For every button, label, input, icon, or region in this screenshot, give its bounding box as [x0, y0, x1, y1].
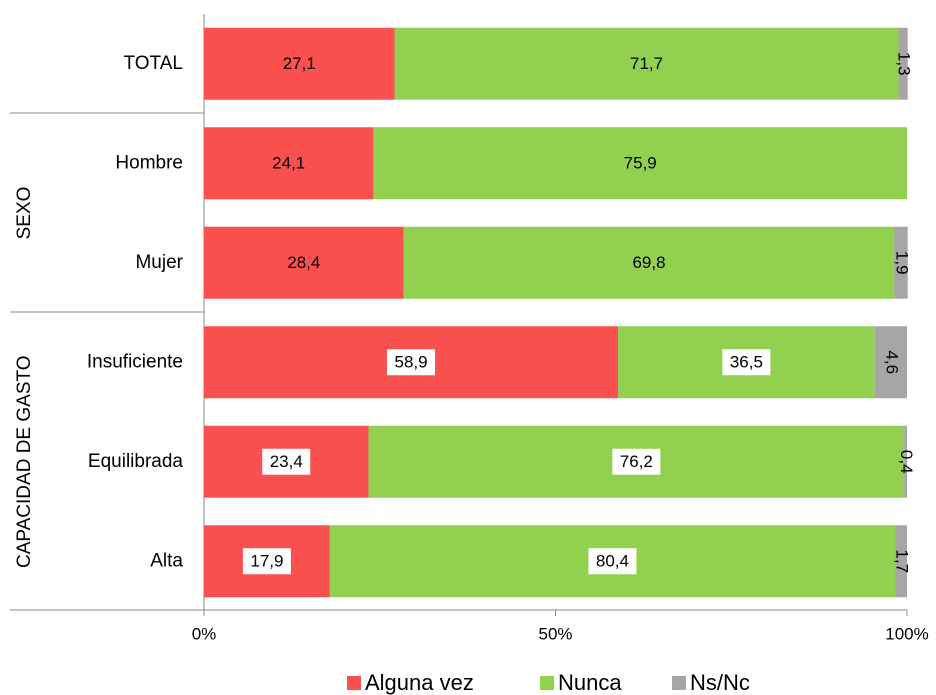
data-label: 24,1: [272, 154, 305, 173]
data-label: 71,7: [630, 54, 663, 73]
data-label: 17,9: [250, 552, 283, 571]
legend-marker: [672, 676, 686, 690]
data-label: 1,7: [893, 549, 912, 573]
label-background: [588, 548, 637, 575]
category-label: Insuficiente: [87, 351, 183, 372]
label-background: [722, 349, 771, 376]
data-label: 27,1: [283, 54, 316, 73]
data-label: 23,4: [270, 452, 303, 471]
legend-marker: [347, 676, 361, 690]
data-label: 0,4: [897, 450, 916, 474]
bar-segment: [904, 425, 907, 498]
category-label: TOTAL: [124, 53, 183, 74]
bar-segment: [204, 127, 374, 200]
data-label-box: 80,4: [588, 548, 637, 575]
legend-label: Nunca: [558, 670, 622, 695]
x-tick-label: 100%: [885, 624, 928, 643]
data-label: 58,9: [394, 353, 427, 372]
bar-segment: [373, 127, 908, 200]
bar-segment: [874, 326, 907, 399]
label-background: [242, 548, 291, 575]
data-label: 75,9: [624, 154, 657, 173]
data-label: 80,4: [596, 552, 629, 571]
data-label: 1,3: [895, 52, 914, 76]
data-label-box: 23,4: [262, 448, 311, 475]
bar-segment: [894, 226, 908, 299]
bar-segment: [204, 27, 395, 100]
legend-label: Alguna vez: [365, 670, 474, 695]
data-label-box: 17,9: [242, 548, 291, 575]
label-background: [262, 448, 311, 475]
data-label: 1,9: [893, 251, 912, 275]
bar-segment: [895, 525, 907, 598]
legend-marker: [540, 676, 554, 690]
group-label: CAPACIDAD DE GASTO: [14, 355, 35, 568]
label-background: [387, 349, 436, 376]
category-label: Equilibrada: [88, 451, 183, 472]
group-label: SEXO: [14, 187, 35, 240]
bar-segment: [403, 226, 895, 299]
x-tick-label: 0%: [192, 624, 217, 643]
data-label: 36,5: [730, 353, 763, 372]
data-label-box: 76,2: [612, 448, 661, 475]
category-label: Mujer: [135, 252, 183, 273]
category-label: Alta: [150, 550, 183, 571]
data-label: 28,4: [287, 253, 320, 272]
x-tick-label: 50%: [538, 624, 572, 643]
data-label: 4,6: [882, 350, 901, 374]
data-label-box: 36,5: [722, 349, 771, 376]
category-label: Hombre: [115, 152, 183, 173]
bar-segment: [394, 27, 899, 100]
bar-segment: [204, 226, 404, 299]
data-label: 76,2: [620, 452, 653, 471]
label-background: [612, 448, 661, 475]
data-label-box: 58,9: [387, 349, 436, 376]
legend-label: Ns/Nc: [690, 670, 750, 695]
bar-segment: [898, 27, 908, 100]
data-label: 69,8: [632, 253, 665, 272]
